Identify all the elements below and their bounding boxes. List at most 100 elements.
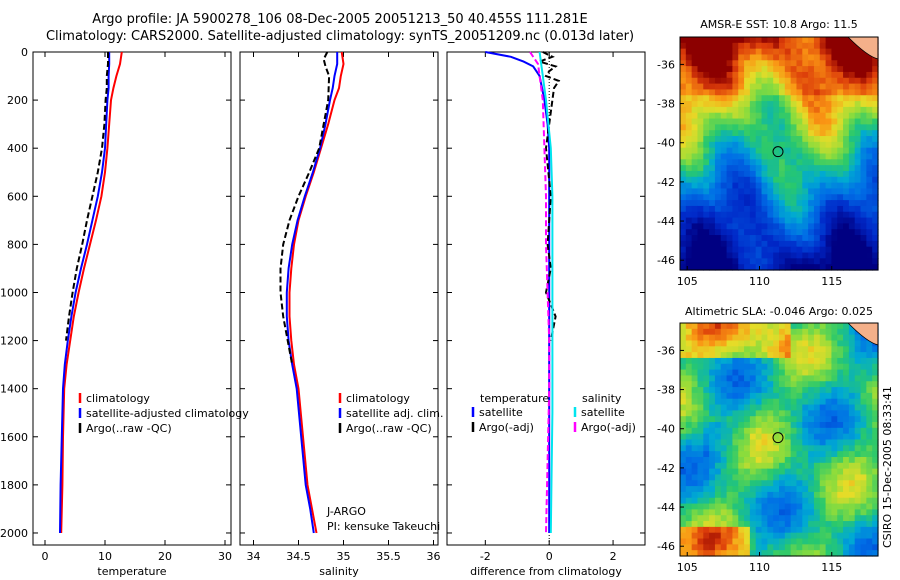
sla-map-cell: [813, 544, 821, 551]
sla-map-cell: [831, 375, 838, 382]
sst-map-cell: [755, 246, 763, 254]
sla-map-cell: [749, 334, 757, 342]
sla-map-cell: [755, 497, 763, 505]
sst-map-cell: [802, 205, 809, 213]
sst-map-cell: [819, 223, 827, 230]
sla-map-cell: [796, 392, 803, 400]
sst-map-cell: [796, 136, 803, 143]
sst-map-cell: [854, 246, 862, 254]
temperature-ytick-label: 1600: [0, 431, 28, 444]
sst-map-cell: [784, 95, 792, 102]
sla-map-cell: [860, 445, 867, 452]
sst-map-cell: [843, 170, 850, 178]
sst-map-cell: [819, 170, 827, 178]
sst-map-cell: [848, 147, 856, 155]
sst-map-cell: [779, 246, 786, 254]
sst-map-cell: [709, 159, 716, 166]
sst-map-cell: [854, 194, 862, 201]
sst-map-cell: [866, 130, 873, 137]
sla-map-cell: [749, 509, 757, 516]
sst-map-cell: [703, 42, 710, 50]
sst-map-cell: [755, 71, 763, 79]
sst-map-cell: [808, 205, 815, 213]
sst-map-cell: [854, 200, 862, 207]
sla-map-cell: [767, 451, 774, 458]
sst-map-cell: [709, 235, 716, 242]
sst-map-cell: [802, 153, 809, 160]
sst-map-cell: [773, 211, 780, 219]
sla-map-cell: [691, 387, 699, 394]
sst-map-cell: [784, 83, 792, 91]
sla-map-cell: [825, 480, 833, 487]
sst-map-cell: [808, 217, 815, 224]
sst-map-cell: [726, 264, 734, 271]
sst-map-cell: [854, 182, 862, 190]
sla-map-cell: [872, 486, 879, 493]
sst-map-cell: [819, 83, 827, 91]
sst-map-cell: [796, 252, 803, 259]
sst-map-cell: [685, 77, 693, 85]
sla-map-cell: [767, 404, 774, 411]
sst-map-cell: [866, 194, 873, 201]
sla-map-cell: [720, 323, 728, 330]
sst-map-cell: [744, 71, 751, 79]
sla-map-cell: [837, 544, 844, 551]
sst-map-cell: [749, 141, 757, 149]
sla-map-cell: [790, 451, 798, 458]
sla-map-cell: [744, 544, 751, 551]
sla-map-cell: [720, 486, 728, 493]
sst-map-cell: [825, 95, 833, 102]
sst-map-cell: [784, 205, 792, 213]
sla-map-cell: [697, 497, 704, 505]
sst-map-cell: [691, 182, 699, 190]
sst-map-cell: [720, 205, 728, 213]
sla-map-cell: [738, 433, 745, 441]
sla-map-cell: [749, 480, 757, 487]
sst-map-cell: [691, 246, 699, 254]
sst-map-cell: [848, 112, 856, 120]
sla-map-cell: [813, 363, 821, 371]
sst-map-cell: [697, 246, 704, 254]
sst-map-cell: [680, 37, 687, 44]
sst-map-cell: [837, 42, 844, 50]
sst-map-cell: [831, 101, 838, 108]
sla-map-cell: [680, 404, 687, 411]
sst-map-cell: [784, 188, 792, 195]
sla-map-cell: [767, 340, 774, 347]
sla-map-cell: [767, 521, 774, 528]
sla-map-cell: [802, 346, 809, 353]
sst-map-cell: [848, 83, 856, 91]
sst-map-cell: [796, 42, 803, 50]
sst-map-cell: [779, 141, 786, 149]
temperature-ytick-label: 1200: [0, 335, 28, 348]
sla-map-cell: [843, 433, 850, 441]
sla-map-cell: [796, 532, 803, 540]
sst-map-cell: [848, 54, 856, 61]
sla-map-cell: [755, 526, 763, 534]
sst-map-cell: [732, 182, 739, 190]
sst-map-cell: [732, 223, 739, 230]
sst-map-cell: [697, 217, 704, 224]
sla-map-cell: [703, 474, 710, 481]
sst-map-cell: [738, 264, 745, 271]
sla-map-cell: [680, 456, 687, 464]
sst-map-cell: [854, 240, 862, 248]
sla-map-cell: [779, 398, 786, 406]
sst-map-cell: [744, 147, 751, 155]
sst-map-cell: [831, 95, 838, 102]
sst-map-cell: [685, 252, 693, 259]
sst-map-cell: [738, 246, 745, 254]
sst-map-cell: [837, 240, 844, 248]
sla-map-cell: [843, 381, 850, 388]
sst-map-cell: [744, 54, 751, 61]
sst-map-cell: [732, 159, 739, 166]
sla-map-cell: [848, 328, 856, 336]
sla-map-cell: [749, 323, 757, 330]
sst-map-cell: [779, 252, 786, 259]
sla-map-cell: [726, 491, 734, 499]
sla-map-cell: [744, 538, 751, 545]
sla-map-cell: [720, 451, 728, 458]
sla-map-cell: [685, 538, 693, 545]
sla-map-cell: [755, 422, 763, 429]
sla-map-cell: [732, 462, 739, 470]
